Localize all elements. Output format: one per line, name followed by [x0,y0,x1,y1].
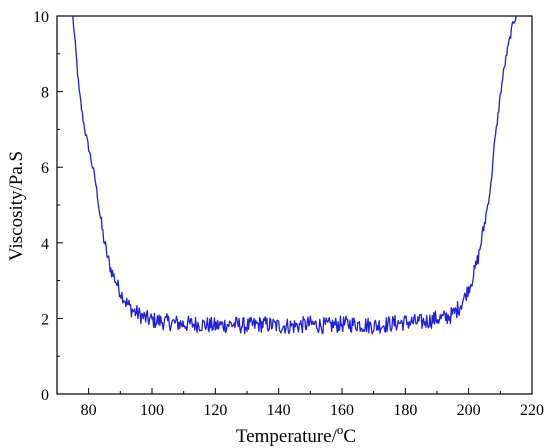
plot-border [56,15,533,395]
label-layer: 80 100 120 140 160 180 200 220 0 2 4 6 8 10 [33,9,544,419]
y-tick-label-3: 6 [41,160,49,177]
x-axis-title: Temperature/oC [236,422,356,447]
x-tick-label-0: 80 [81,402,97,419]
x-tick-label-2: 120 [203,402,227,419]
x-tick-label-1: 100 [140,402,164,419]
y-tick-label-4: 8 [41,85,49,102]
series-line-0 [72,15,517,335]
x-tick-label-4: 160 [330,402,354,419]
x-tick-label-5: 180 [393,402,417,419]
y-tick-label-1: 2 [41,311,49,328]
plot-frame [56,15,533,395]
x-tick-label-6: 200 [457,402,481,419]
y-tick-label-2: 4 [41,236,49,253]
x-tick-label-3: 140 [267,402,291,419]
tick-layer [56,15,533,395]
y-tick-label-5: 10 [33,9,49,26]
x-axis-title-text: Temperature/ [236,426,338,447]
x-tick-label-7: 220 [520,402,544,419]
series-layer [72,15,517,335]
y-axis-title: Viscosity/Pa.S [6,151,27,261]
y-tick-label-0: 0 [41,387,49,404]
x-axis-title-unit-superscript: o [337,422,344,437]
